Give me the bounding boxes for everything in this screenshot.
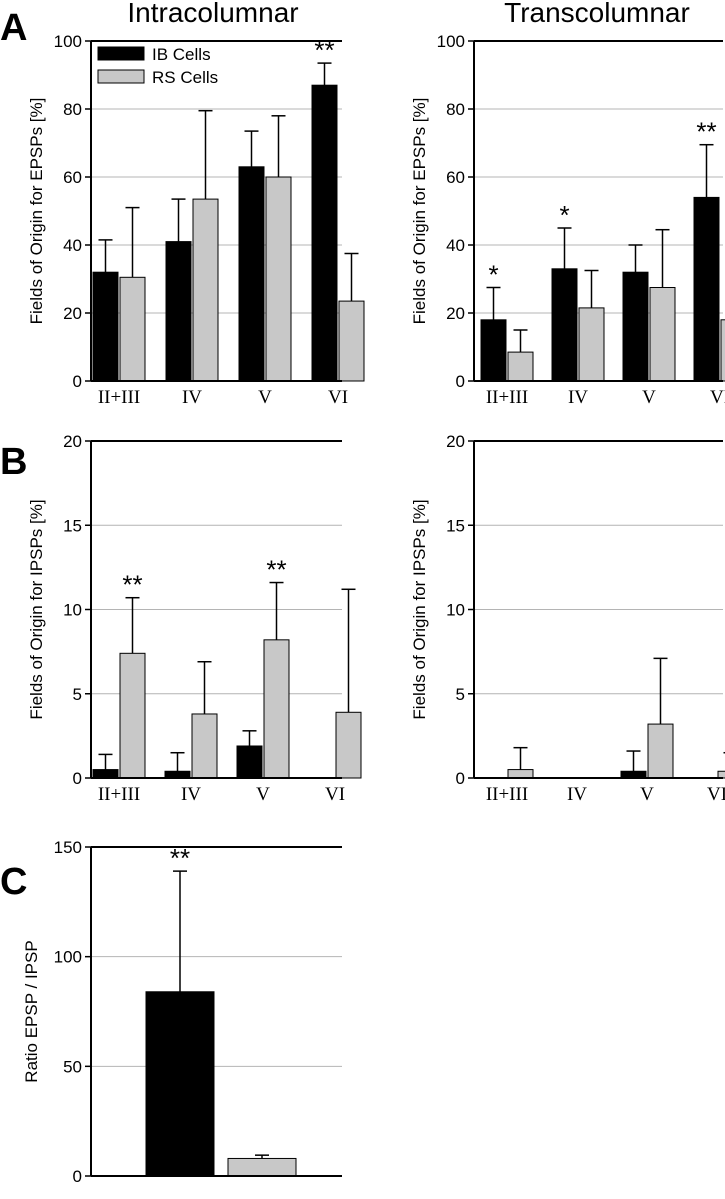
a-intra-significance-marker: **: [314, 35, 334, 65]
b-trans-ytick-label: 0: [456, 769, 465, 788]
a-intra-bar-ib: [238, 166, 265, 382]
a-intra-category-label: II+III: [98, 387, 140, 408]
b-intra-significance-marker: **: [122, 570, 142, 600]
b-intra-bar-rs: [119, 652, 146, 779]
b-intra-significance-marker: **: [266, 555, 286, 585]
bars-layer: ************: [92, 35, 725, 1177]
c-bar-ib: [145, 991, 215, 1177]
b-intra-ytick-label: 10: [63, 601, 82, 620]
b-trans-ytick-label: 5: [456, 685, 465, 704]
a-trans-ytick-label: 80: [446, 100, 465, 119]
a-trans-category-label: II+III: [486, 387, 528, 408]
legend-swatch-rs: [97, 69, 145, 84]
a-intra-bar-rs: [338, 300, 365, 382]
b-intra-ylabel: Fields of Origin for IPSPs [%]: [27, 499, 46, 719]
a-intra-category-label: V: [258, 387, 272, 408]
column-title-intracolumnar: Intracolumnar: [127, 0, 298, 28]
a-trans-category-label: IV: [568, 387, 588, 408]
legend-swatch-ib: [97, 46, 145, 61]
c-ytick-label: 0: [73, 1167, 82, 1186]
b-trans-category-label: IV: [567, 784, 587, 805]
b-intra-bar-ib: [164, 770, 191, 779]
column-title-transcolumnar: Transcolumnar: [504, 0, 690, 28]
a-trans-significance-marker: *: [559, 200, 569, 230]
c-ytick-label: 50: [63, 1057, 82, 1076]
a-trans-ytick-label: 100: [437, 32, 465, 51]
b-intra-bar-rs: [263, 639, 290, 779]
c-ytick-label: 100: [54, 948, 82, 967]
legend-label-ib: IB Cells: [152, 45, 211, 64]
c-ylabel: Ratio EPSP / IPSP: [22, 940, 41, 1082]
a-intra-ytick-label: 60: [63, 168, 82, 187]
a-intra-bar-ib: [165, 241, 192, 382]
a-intra-bar-rs: [192, 198, 219, 382]
b-intra-ytick-label: 15: [63, 516, 82, 535]
panel-letter-c: C: [0, 861, 27, 903]
b-intra-category-label: V: [256, 784, 270, 805]
a-trans-bar-ib: [622, 271, 649, 382]
a-trans-significance-marker: *: [488, 260, 498, 290]
c-significance-marker: **: [170, 843, 190, 873]
b-trans-ytick-label: 20: [446, 432, 465, 451]
b-trans-category-label: V: [640, 784, 654, 805]
a-intra-ytick-label: 20: [63, 304, 82, 323]
b-trans-ytick-label: 10: [446, 601, 465, 620]
b-trans-category-label: VI: [707, 784, 725, 805]
a-trans-bar-rs: [649, 287, 676, 382]
b-intra-bar-ib: [236, 745, 263, 779]
a-intra-ylabel: Fields of Origin for EPSPs [%]: [27, 98, 46, 325]
a-intra-ytick-label: 40: [63, 236, 82, 255]
b-intra-ytick-label: 20: [63, 432, 82, 451]
a-trans-bar-ib: [551, 268, 578, 382]
b-trans-bar-rs: [507, 769, 534, 779]
b-trans-bar-ib: [620, 770, 647, 779]
a-trans-bar-ib: [480, 319, 507, 382]
b-intra-bar-rs: [191, 713, 218, 779]
a-trans-ytick-label: 40: [446, 236, 465, 255]
a-trans-ytick-label: 0: [456, 372, 465, 391]
b-intra-ytick-label: 0: [73, 769, 82, 788]
b-trans-bar-rs: [717, 770, 725, 779]
legend-label-rs: RS Cells: [152, 68, 218, 87]
b-intra-category-label: IV: [181, 784, 201, 805]
a-trans-ytick-label: 60: [446, 168, 465, 187]
a-intra-ytick-label: 80: [63, 100, 82, 119]
a-trans-significance-marker: **: [696, 117, 716, 147]
legend: IB Cells RS Cells: [97, 45, 218, 87]
a-trans-ylabel: Fields of Origin for EPSPs [%]: [410, 98, 429, 325]
a-intra-ytick-label: 0: [73, 372, 82, 391]
b-intra-bar-rs: [335, 711, 362, 779]
a-trans-category-label: VI: [710, 387, 725, 408]
a-trans-ytick-label: 20: [446, 304, 465, 323]
a-intra-bar-ib: [311, 84, 338, 382]
b-trans-category-label: II+III: [486, 784, 528, 805]
b-trans-ytick-label: 15: [446, 516, 465, 535]
panel-letter-b: B: [0, 441, 27, 483]
a-intra-bar-rs: [119, 276, 146, 382]
b-intra-bar-ib: [92, 769, 119, 779]
a-trans-bar-rs: [507, 351, 534, 382]
b-trans-ylabel: Fields of Origin for IPSPs [%]: [410, 499, 429, 719]
a-intra-bar-rs: [265, 176, 292, 382]
a-trans-bar-ib: [693, 196, 720, 382]
a-intra-category-label: VI: [328, 387, 348, 408]
a-trans-bar-rs: [720, 319, 725, 382]
c-ytick-label: 150: [54, 838, 82, 857]
b-intra-category-label: VI: [325, 784, 345, 805]
a-intra-category-label: IV: [182, 387, 202, 408]
b-trans-bar-rs: [647, 723, 674, 779]
a-intra-bar-ib: [92, 271, 119, 382]
panel-letter-a: A: [0, 7, 27, 49]
b-intra-category-label: II+III: [98, 784, 140, 805]
a-trans-bar-rs: [578, 307, 605, 382]
b-intra-ytick-label: 5: [73, 685, 82, 704]
a-intra-ytick-label: 100: [54, 32, 82, 51]
a-trans-category-label: V: [642, 387, 656, 408]
c-bar-rs: [227, 1157, 297, 1177]
